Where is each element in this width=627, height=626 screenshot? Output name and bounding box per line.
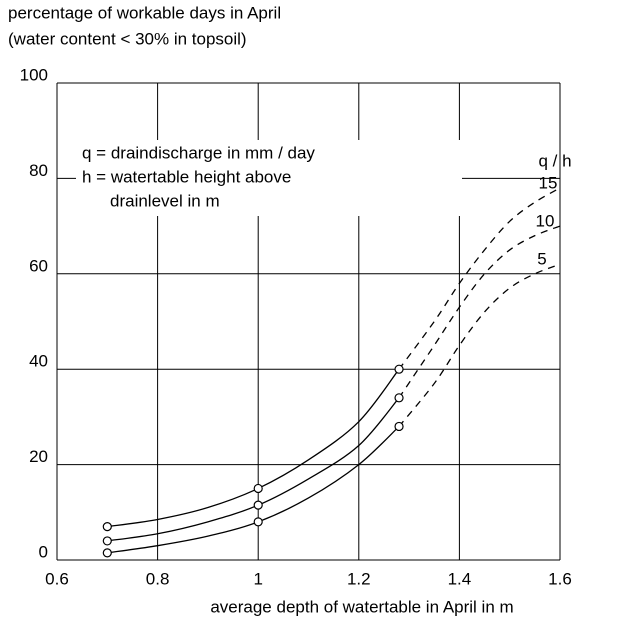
x-tick-label: 1.4 — [448, 569, 472, 588]
data-point — [102, 522, 112, 532]
line-series — [398, 263, 561, 427]
data-point — [102, 536, 112, 546]
data-point — [253, 500, 263, 510]
data-point — [394, 393, 404, 403]
data-point — [253, 517, 263, 527]
y-tick-label: 60 — [29, 256, 48, 275]
line-series — [107, 397, 400, 542]
x-tick-label: 1.6 — [548, 569, 572, 588]
line-series — [398, 187, 561, 370]
y-tick-label: 0 — [39, 542, 48, 561]
chart-title: (water content < 30% in topsoil) — [8, 29, 247, 48]
y-tick-label: 20 — [29, 447, 48, 466]
x-tick-label: 0.8 — [146, 569, 170, 588]
annotation: q = draindischarge in mm / day — [82, 143, 315, 162]
data-point — [394, 364, 404, 374]
x-tick-label: 1.2 — [347, 569, 371, 588]
y-tick-label: 40 — [29, 352, 48, 371]
y-tick-label: 100 — [20, 65, 48, 84]
chart-title: percentage of workable days in April — [8, 3, 281, 22]
annotation: h = watertable height above — [82, 167, 291, 186]
y-tick-label: 80 — [29, 161, 48, 180]
annotation: drainlevel in m — [110, 191, 220, 210]
x-tick-label: 1 — [253, 569, 262, 588]
legend-title: q / h — [538, 151, 571, 170]
data-point — [102, 548, 112, 558]
x-tick-label: 0.6 — [45, 569, 69, 588]
x-axis-label: average depth of watertable in April in … — [210, 597, 513, 616]
data-point — [394, 421, 404, 432]
line-series — [107, 425, 400, 554]
line-series — [398, 225, 561, 399]
legend-label: 10 — [536, 212, 555, 231]
annotation-box — [76, 140, 462, 216]
legend-label: 5 — [537, 250, 546, 269]
legend-label: 15 — [539, 173, 558, 192]
data-point — [253, 483, 263, 494]
